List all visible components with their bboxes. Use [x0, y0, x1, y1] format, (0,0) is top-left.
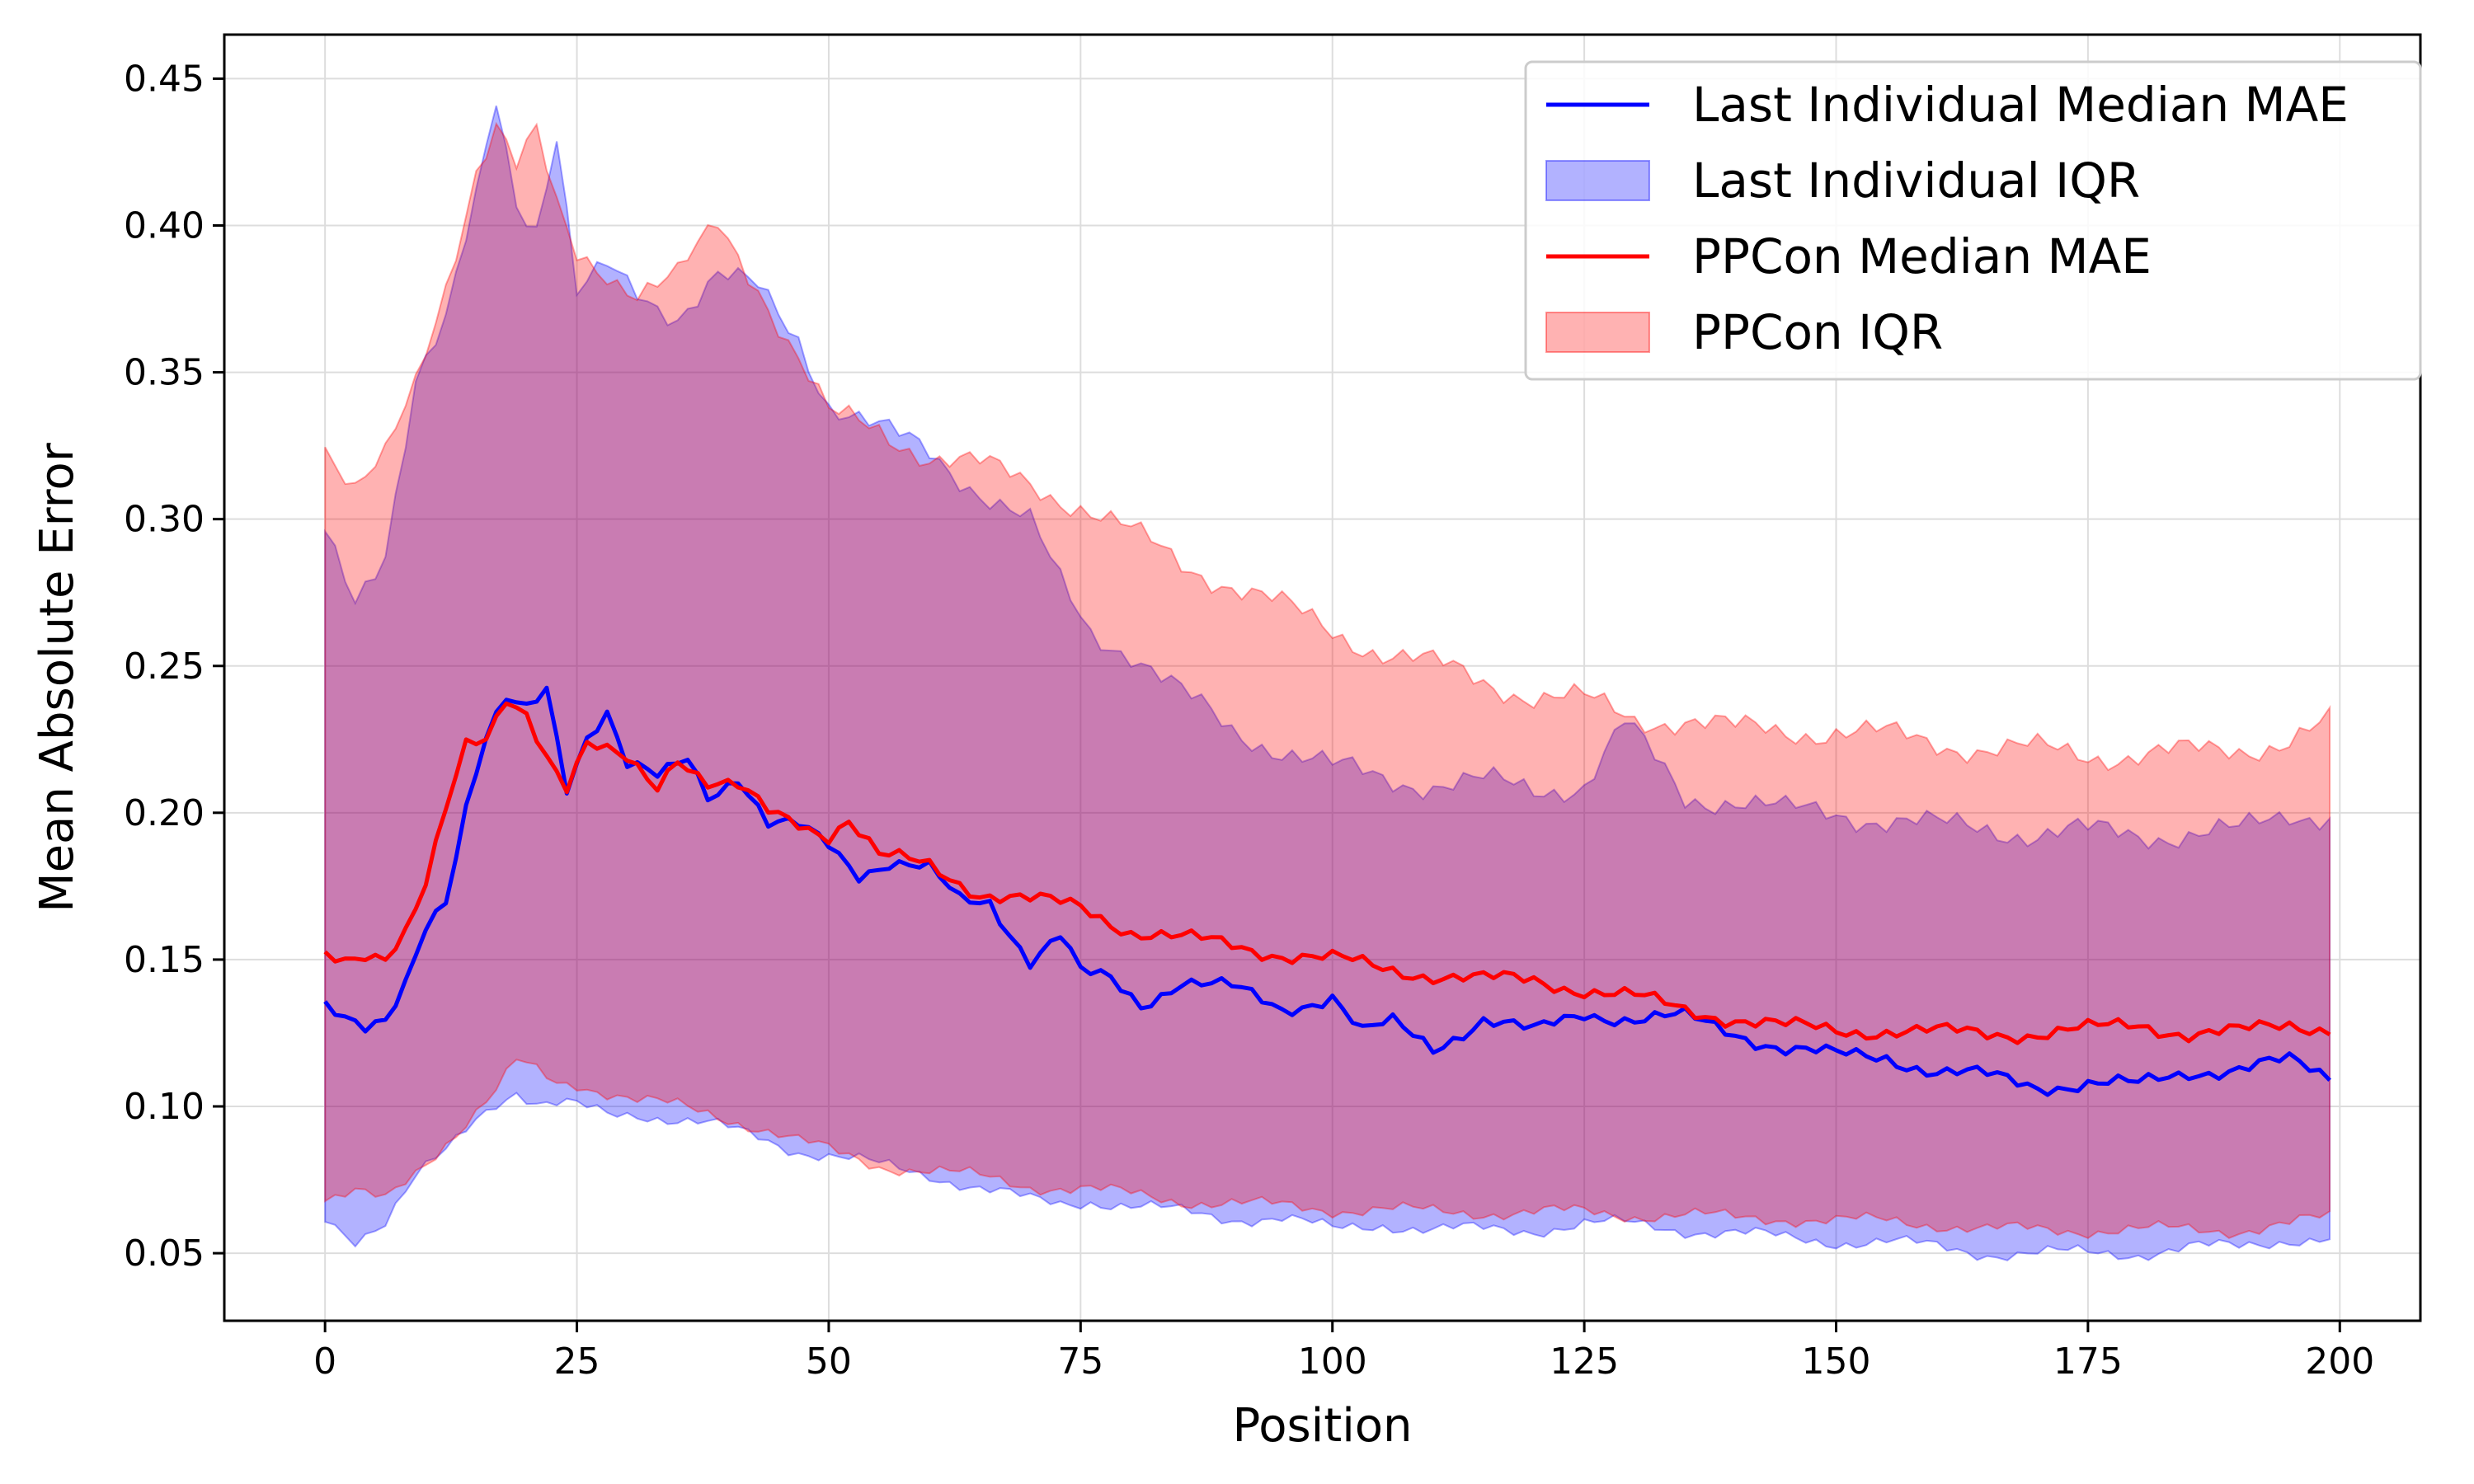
y-tick-label: 0.25	[124, 646, 205, 688]
median-lines	[323, 685, 2331, 1097]
legend-label: PPCon Median MAE	[1692, 228, 2152, 284]
ppcon-median-line	[323, 701, 2331, 1045]
iqr-bands	[324, 106, 2331, 1261]
y-axis-label: Mean Absolute Error	[31, 442, 84, 912]
legend-label: Last Individual IQR	[1692, 153, 2140, 209]
x-tick-label: 150	[1802, 1341, 1871, 1383]
x-tick-label: 25	[554, 1341, 600, 1383]
legend-item: PPCon Median MAE	[1546, 228, 2152, 284]
legend-band-swatch	[1545, 160, 1650, 201]
x-tick-label: 200	[2305, 1341, 2374, 1383]
legend-item: Last Individual IQR	[1545, 153, 2140, 209]
x-axis-label: Position	[1232, 1399, 1412, 1453]
legend-band-swatch	[1545, 312, 1650, 353]
y-tick-label: 0.05	[124, 1233, 205, 1275]
legend-label: PPCon IQR	[1692, 304, 1943, 360]
x-tick-label: 125	[1550, 1341, 1619, 1383]
legend-label: Last Individual Median MAE	[1692, 77, 2349, 133]
plot-frame	[223, 33, 2422, 1322]
x-tick-label: 175	[2053, 1341, 2123, 1383]
y-axis: 0.05 0.10 0.15 0.20 0.25 0.30 0.35 0.40 0.45	[124, 58, 224, 1275]
y-tick-label: 0.35	[124, 352, 205, 394]
last-individual-iqr-band	[324, 106, 2331, 1261]
x-tick-label: 0	[313, 1341, 336, 1383]
y-tick-label: 0.10	[124, 1086, 205, 1128]
x-axis: 0 25 50 75 100 125 150 175 200	[313, 1321, 2374, 1383]
legend: Last Individual Median MAE Last Individua…	[1524, 60, 2422, 381]
legend-item: PPCon IQR	[1545, 304, 1943, 360]
x-tick-label: 100	[1298, 1341, 1367, 1383]
legend-box	[1524, 60, 2422, 381]
y-tick-label: 0.30	[124, 499, 205, 541]
ppcon-iqr-band	[324, 121, 2331, 1239]
y-tick-label: 0.45	[124, 58, 205, 100]
last-individual-median-line	[323, 685, 2331, 1097]
legend-item: Last Individual Median MAE	[1546, 77, 2349, 133]
x-tick-label: 75	[1057, 1341, 1103, 1383]
y-tick-label: 0.40	[124, 205, 205, 247]
x-tick-label: 50	[806, 1341, 852, 1383]
y-tick-label: 0.20	[124, 792, 205, 834]
y-tick-label: 0.15	[124, 939, 205, 981]
